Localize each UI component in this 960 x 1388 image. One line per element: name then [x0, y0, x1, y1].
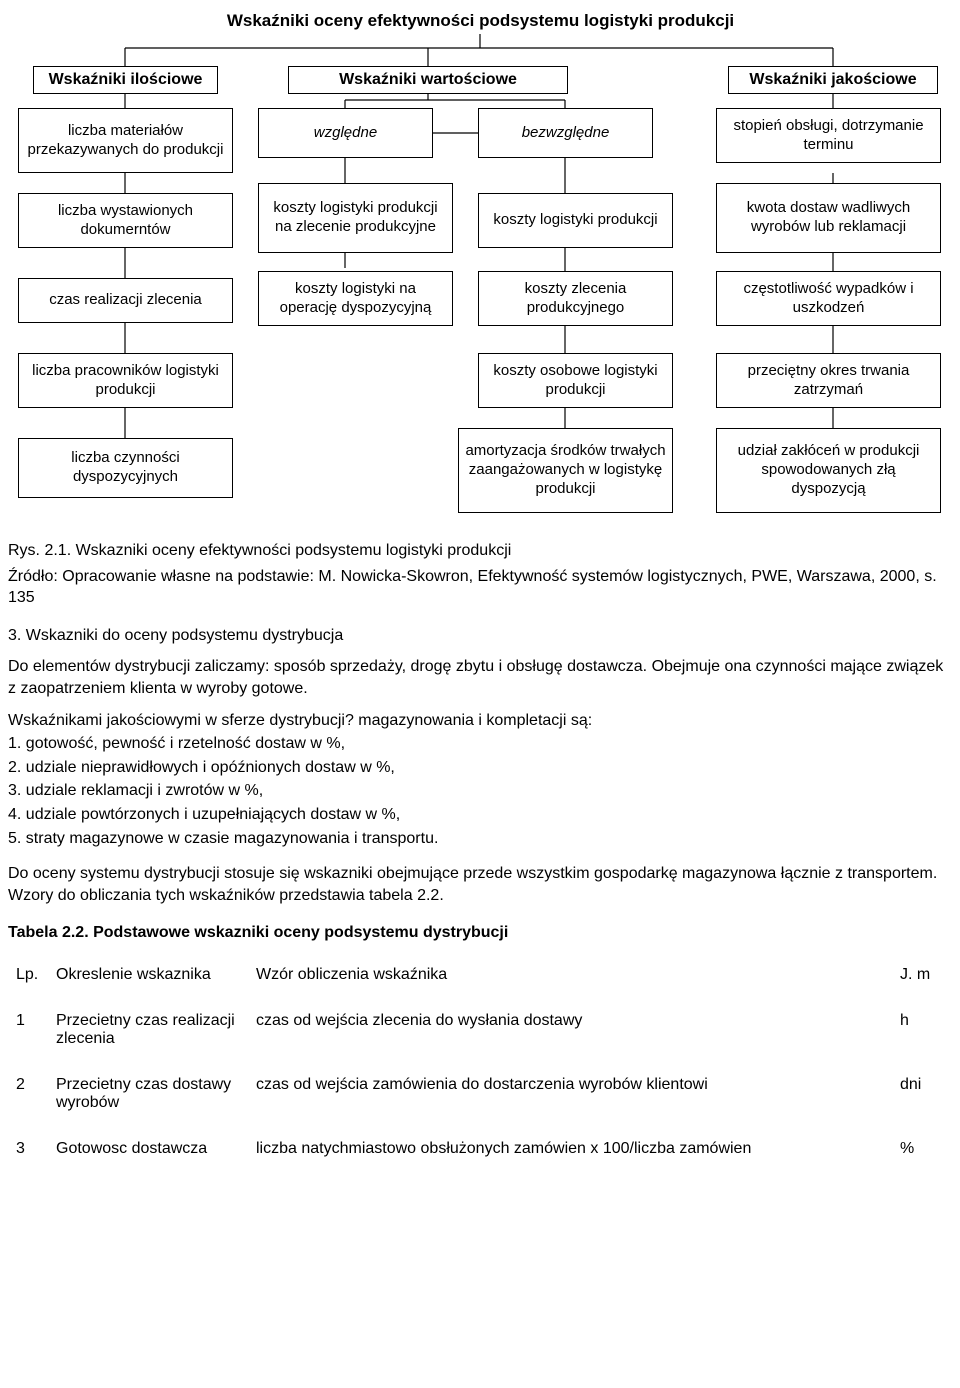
td-wz: czas od wejścia zlecenia do wysłania dos…	[248, 998, 892, 1062]
table-row: 2 Przecietny czas dostawy wyrobów czas o…	[8, 1062, 952, 1126]
c2b-r2: koszty logistyki produkcji	[478, 193, 673, 248]
section3-li4: 4. udziale powtórzonych i uzupełniającyc…	[8, 804, 952, 826]
c2a-r3: koszty logistyki na operację dyspozycyjn…	[258, 271, 453, 326]
table-title: Tabela 2.2. Podstawowe wskazniki oceny p…	[8, 924, 952, 942]
th-lp: Lp.	[8, 952, 48, 998]
section3-p2: Wskaźnikami jakościowymi w sferze dystry…	[8, 710, 952, 732]
c1-r4: liczba pracowników logistyki produkcji	[18, 353, 233, 408]
c1-r3: czas realizacji zlecenia	[18, 278, 233, 323]
diagram-title: Wskaźniki oceny efektywności podsystemu …	[203, 8, 758, 34]
col-header-1: Wskaźniki ilościowe	[33, 66, 218, 94]
section3-p3: Do oceny systemu dystrybucji stosuje się…	[8, 863, 952, 906]
c3-r2: kwota dostaw wadliwych wyrobów lub rekla…	[716, 183, 941, 253]
c3-r5: udział zakłóceń w produkcji spowodowanyc…	[716, 428, 941, 513]
section3-li2: 2. udziale nieprawidłowych i opóźnionych…	[8, 757, 952, 779]
c3-r1: stopień obsługi, dotrzymanie terminu	[716, 108, 941, 163]
c1-r1: liczba materiałów przekazywanych do prod…	[18, 108, 233, 173]
c1-r5: liczba czynności dyspozycyjnych	[18, 438, 233, 498]
th-wz: Wzór obliczenia wskaźnika	[248, 952, 892, 998]
td-ok: Gotowosc dostawcza	[48, 1126, 248, 1172]
section3-li3: 3. udziale reklamacji i zwrotów w %,	[8, 780, 952, 802]
indicators-table: Lp. Okreslenie wskaznika Wzór obliczenia…	[8, 952, 952, 1172]
section3-heading: 3. Wskazniki do oceny podsystemu dystryb…	[8, 625, 952, 647]
td-lp: 1	[8, 998, 48, 1062]
c1-r2: liczba wystawionych dokumerntów	[18, 193, 233, 248]
table-header-row: Lp. Okreslenie wskaznika Wzór obliczenia…	[8, 952, 952, 998]
c3-r3: częstotliwość wypadków i uszkodzeń	[716, 271, 941, 326]
td-jm: %	[892, 1126, 952, 1172]
figure-caption-1: Rys. 2.1. Wskazniki oceny efektywności p…	[8, 540, 952, 562]
td-jm: h	[892, 998, 952, 1062]
td-jm: dni	[892, 1062, 952, 1126]
td-wz: liczba natychmiastowo obsłużonych zamówi…	[248, 1126, 892, 1172]
c2b-r3: koszty zlecenia produkcyjnego	[478, 271, 673, 326]
th-ok: Okreslenie wskaznika	[48, 952, 248, 998]
c2b-r4: koszty osobowe logistyki produkcji	[478, 353, 673, 408]
td-wz: czas od wejścia zamówienia do dostarczen…	[248, 1062, 892, 1126]
col-header-3: Wskaźniki jakościowe	[728, 66, 938, 94]
td-ok: Przecietny czas dostawy wyrobów	[48, 1062, 248, 1126]
table-row: 1 Przecietny czas realizacji zlecenia cz…	[8, 998, 952, 1062]
col-header-2: Wskaźniki wartościowe	[288, 66, 568, 94]
td-ok: Przecietny czas realizacji zlecenia	[48, 998, 248, 1062]
sub-header-2a: względne	[258, 108, 433, 158]
th-jm: J. m	[892, 952, 952, 998]
section3-li5: 5. straty magazynowe w czasie magazynowa…	[8, 828, 952, 850]
c2b-r5: amortyzacja środków trwałych zaangażowan…	[458, 428, 673, 513]
c2a-r2: koszty logistyki produkcji na zlecenie p…	[258, 183, 453, 253]
table-row: 3 Gotowosc dostawcza liczba natychmiasto…	[8, 1126, 952, 1172]
section3-li1: 1. gotowość, pewność i rzetelność dostaw…	[8, 733, 952, 755]
figure-caption-2: Źródło: Opracowanie własne na podstawie:…	[8, 566, 952, 609]
body-text: Rys. 2.1. Wskazniki oceny efektywności p…	[8, 540, 952, 1172]
td-lp: 3	[8, 1126, 48, 1172]
section3-p1: Do elementów dystrybucji zaliczamy: spos…	[8, 656, 952, 699]
c3-r4: przeciętny okres trwania zatrzymań	[716, 353, 941, 408]
sub-header-2b: bezwzględne	[478, 108, 653, 158]
hierarchy-diagram: Wskaźniki oceny efektywności podsystemu …	[8, 8, 952, 538]
td-lp: 2	[8, 1062, 48, 1126]
